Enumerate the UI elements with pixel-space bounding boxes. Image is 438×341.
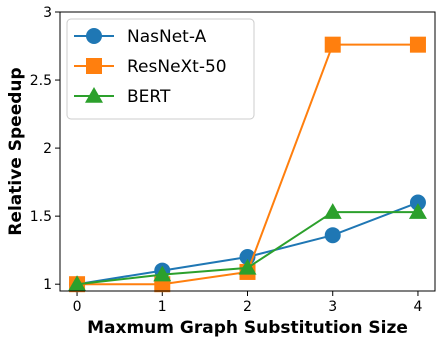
data-point [68, 275, 87, 291]
data-point [324, 36, 341, 53]
y-tick-label: 1.5 [30, 209, 52, 225]
legend-label: NasNet-A [127, 27, 207, 47]
y-tick-label: 1 [43, 277, 52, 293]
data-point [409, 194, 426, 211]
series-layer [68, 36, 427, 293]
plot-frame [59, 11, 436, 292]
y-axis-label: Relative Speedup [6, 67, 26, 235]
data-point [324, 227, 341, 244]
data-point [153, 265, 172, 282]
x-axis-ticks: 0 1 2 3 4 [73, 291, 422, 315]
data-point [408, 203, 427, 219]
x-tick-label: 2 [243, 299, 252, 315]
data-point [323, 203, 342, 219]
legend: NasNet-A ResNeXt-50 BERT [66, 18, 255, 120]
x-tick-label: 3 [328, 299, 337, 315]
series-bert [68, 203, 427, 291]
y-axis-ticks: 1 1.5 2 2.5 3 [30, 5, 60, 293]
data-point [238, 258, 257, 275]
data-point [409, 36, 426, 53]
x-tick-label: 1 [158, 299, 167, 315]
legend-item: ResNeXt-50 [74, 57, 227, 77]
legend-item: NasNet-A [74, 27, 207, 47]
legend-marker [86, 28, 102, 44]
legend-marker [86, 58, 102, 74]
legend-box [66, 18, 255, 120]
y-tick-label: 3 [43, 5, 52, 21]
y-tick-label: 2.5 [30, 73, 52, 89]
y-tick-label: 2 [43, 141, 52, 157]
legend-label: BERT [127, 87, 171, 107]
x-tick-label: 4 [413, 299, 422, 315]
legend-item: BERT [74, 87, 171, 107]
legend-marker [85, 87, 103, 103]
legend-label: ResNeXt-50 [127, 57, 227, 77]
x-axis-label: Maxmum Graph Substitution Size [87, 318, 408, 338]
x-tick-label: 0 [73, 299, 82, 315]
